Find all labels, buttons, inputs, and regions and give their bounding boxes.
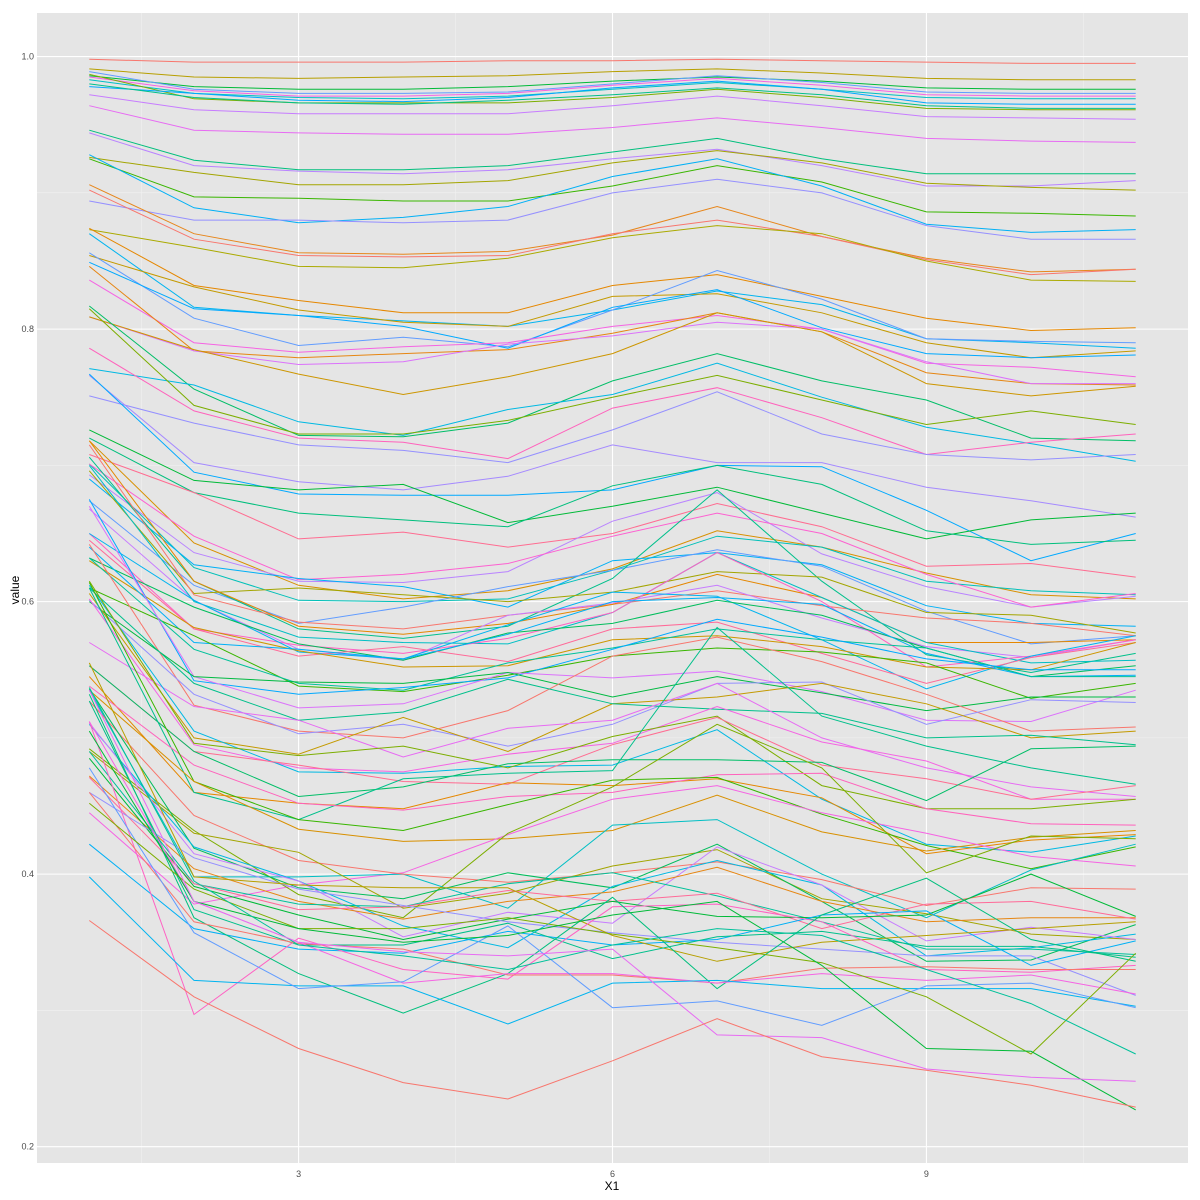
x-tick-label: 6 bbox=[610, 1169, 615, 1179]
series-line-15 bbox=[89, 158, 1136, 217]
series-line-72 bbox=[88, 665, 1136, 802]
series-line-85 bbox=[88, 722, 1136, 942]
series-line-1 bbox=[89, 58, 1136, 64]
x-tick-label: 9 bbox=[924, 1169, 929, 1179]
series-line-87 bbox=[88, 751, 1136, 955]
series-line-64 bbox=[88, 599, 1136, 747]
series-line-13 bbox=[89, 132, 1136, 187]
series-line-52 bbox=[88, 533, 1136, 668]
series-line-70 bbox=[88, 580, 1136, 810]
series-line-24 bbox=[89, 252, 1136, 348]
series-line-74 bbox=[88, 587, 1136, 821]
y-tick-label: 0.8 bbox=[21, 324, 34, 334]
series-line-2 bbox=[89, 68, 1136, 81]
series-line-32 bbox=[88, 308, 1136, 435]
x-tick-label: 3 bbox=[296, 1169, 301, 1179]
series-line-50 bbox=[88, 508, 1136, 661]
series-line-76 bbox=[88, 582, 1136, 870]
series-line-66 bbox=[88, 587, 1136, 746]
series-line-5 bbox=[89, 76, 1136, 97]
series-line-61 bbox=[88, 505, 1136, 723]
y-tick-label: 0.4 bbox=[21, 869, 34, 879]
series-line-35 bbox=[88, 375, 1136, 518]
series-line-10 bbox=[89, 94, 1136, 120]
series-line-25 bbox=[89, 261, 1136, 359]
series-line-89 bbox=[88, 757, 1136, 941]
series-line-100 bbox=[88, 802, 1137, 1055]
series-line-43 bbox=[89, 463, 1136, 608]
y-tick-label: 0.2 bbox=[21, 1142, 34, 1152]
series-line-102 bbox=[88, 687, 1136, 1055]
series-line-63 bbox=[88, 544, 1136, 739]
series-line-37 bbox=[89, 429, 1136, 540]
series-line-33 bbox=[89, 347, 1136, 460]
series-line-90 bbox=[89, 791, 1136, 996]
series-line-83 bbox=[88, 688, 1136, 962]
series-line-78 bbox=[88, 785, 1136, 905]
tick-labels: 3 6 9 0.2 0.4 0.6 0.8 1.0 bbox=[21, 52, 928, 1179]
series-line-79 bbox=[88, 723, 1136, 919]
series-line-94 bbox=[88, 721, 1136, 1016]
series-line-93 bbox=[88, 700, 1136, 960]
y-tick-label: 0.6 bbox=[21, 597, 34, 607]
series-line-28 bbox=[89, 316, 1136, 385]
series-line-29 bbox=[89, 312, 1136, 397]
series-line-18 bbox=[89, 184, 1136, 273]
series-line-75 bbox=[88, 685, 1136, 826]
y-tick-label: 1.0 bbox=[21, 52, 34, 62]
series-line-104 bbox=[89, 920, 1136, 1108]
series-line-84 bbox=[88, 723, 1136, 957]
series-line-92 bbox=[88, 662, 1136, 962]
series-line-86 bbox=[88, 775, 1136, 923]
series-line-53 bbox=[89, 533, 1136, 690]
series-line-16 bbox=[89, 154, 1136, 233]
series-line-101 bbox=[88, 730, 1136, 1111]
series-line-11 bbox=[89, 105, 1136, 143]
series-line-31 bbox=[89, 362, 1136, 462]
series-line-60 bbox=[88, 499, 1136, 695]
series-line-17 bbox=[89, 178, 1136, 240]
series-line-96 bbox=[88, 792, 1136, 984]
series-line-14 bbox=[89, 150, 1136, 191]
series-line-41 bbox=[89, 474, 1136, 608]
series-line-73 bbox=[88, 676, 1136, 855]
series-line-20 bbox=[89, 225, 1136, 282]
series-line-103 bbox=[88, 689, 1136, 1082]
series-line-27 bbox=[88, 266, 1136, 386]
series-line-77 bbox=[88, 689, 1136, 852]
series-line-98 bbox=[88, 876, 1136, 1025]
series-lines bbox=[88, 58, 1137, 1111]
series-line-30 bbox=[88, 305, 1136, 442]
series-line-9 bbox=[89, 83, 1136, 109]
series-line-39 bbox=[89, 454, 1136, 578]
y-axis-title: value bbox=[8, 575, 22, 604]
series-line-59 bbox=[88, 557, 1136, 691]
series-line-3 bbox=[89, 75, 1136, 90]
series-line-21 bbox=[89, 227, 1136, 332]
series-line-8 bbox=[89, 80, 1136, 105]
series-line-56 bbox=[89, 560, 1136, 671]
series-line-34 bbox=[89, 391, 1136, 464]
series-line-26 bbox=[89, 279, 1136, 378]
series-line-4 bbox=[89, 71, 1136, 94]
series-line-6 bbox=[89, 79, 1136, 100]
x-axis-title: X1 bbox=[605, 1179, 620, 1193]
series-line-95 bbox=[88, 694, 1136, 1014]
series-line-44 bbox=[88, 478, 1136, 627]
series-line-23 bbox=[89, 255, 1136, 359]
series-line-19 bbox=[89, 189, 1136, 276]
series-line-12 bbox=[89, 129, 1136, 175]
series-line-38 bbox=[89, 437, 1136, 545]
series-line-71 bbox=[88, 665, 1136, 800]
series-line-57 bbox=[88, 546, 1136, 678]
series-line-99 bbox=[88, 767, 1136, 1026]
series-line-49 bbox=[88, 440, 1136, 643]
